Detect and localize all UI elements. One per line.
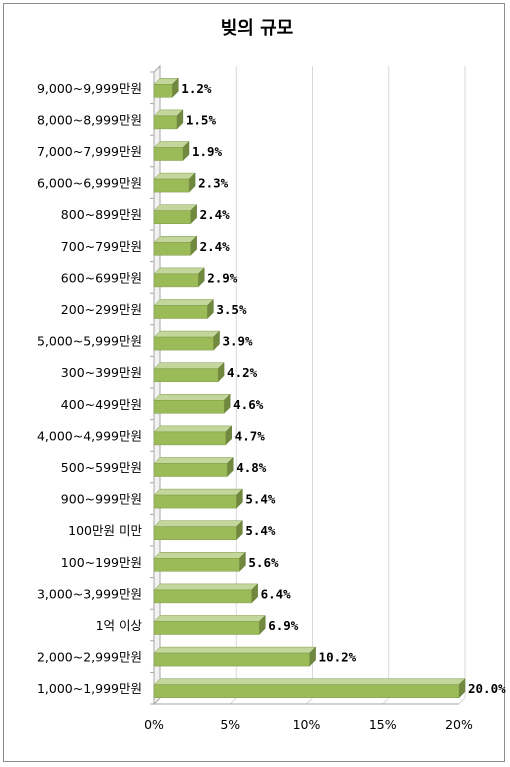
bar <box>153 520 243 541</box>
x-tick-label: 20% <box>445 717 473 732</box>
category-label: 7,000~7,999만원 <box>37 144 142 159</box>
data-label: 1.5% <box>186 112 217 127</box>
data-label: 2.3% <box>198 176 229 191</box>
category-label: 200~299만원 <box>61 302 142 317</box>
category-label: 1,000~1,999만원 <box>37 681 142 696</box>
left-wall <box>153 64 161 706</box>
gridlines <box>153 66 466 705</box>
data-label: 2.4% <box>200 207 231 222</box>
data-label: 3.9% <box>222 334 253 349</box>
category-label: 5,000~5,999만원 <box>37 334 142 349</box>
data-label: 6.9% <box>268 618 299 633</box>
bar <box>153 393 231 414</box>
data-label: 5.4% <box>245 492 276 507</box>
bar <box>153 77 179 98</box>
category-label: 800~899만원 <box>61 207 142 222</box>
category-label: 4,000~4,999만원 <box>37 428 142 443</box>
data-label: 1.9% <box>192 144 223 159</box>
data-label: 2.4% <box>200 239 231 254</box>
bar <box>153 362 225 383</box>
category-label: 2,000~2,999만원 <box>37 650 142 665</box>
category-label: 400~499만원 <box>61 397 142 412</box>
bars <box>153 77 466 699</box>
category-label: 500~599만원 <box>61 460 142 475</box>
category-label: 100만원 미만 <box>68 523 142 538</box>
data-label: 2.9% <box>207 270 238 285</box>
category-label: 1억 이상 <box>96 618 143 633</box>
bar <box>153 614 266 636</box>
bar <box>153 488 243 509</box>
category-label: 100~199만원 <box>61 555 142 570</box>
data-label: 4.2% <box>227 365 258 380</box>
data-label: 5.6% <box>248 555 279 570</box>
data-label: 4.7% <box>235 428 266 443</box>
data-label: 10.2% <box>319 650 357 665</box>
bar <box>153 109 184 130</box>
data-label: 20.0% <box>468 681 506 696</box>
category-label: 3,000~3,999만원 <box>37 586 142 601</box>
data-label: 3.5% <box>216 302 247 317</box>
bar <box>153 204 198 225</box>
data-label: 5.4% <box>245 523 276 538</box>
data-label: 4.8% <box>236 460 267 475</box>
bar <box>153 267 205 288</box>
bar <box>153 551 247 572</box>
data-label: 6.4% <box>261 586 292 601</box>
data-label: 1.2% <box>181 81 212 96</box>
x-tick-labels: 0% 5% 10% 15% 20% <box>144 717 473 732</box>
floor-line <box>458 697 466 705</box>
x-tick-label: 10% <box>293 717 321 732</box>
bar <box>153 583 259 604</box>
chart-frame: 빚의 규모 9,000~9,999만원 8,000~8,999만원 7,000~7,… <box>3 3 506 762</box>
bar <box>153 330 221 351</box>
category-label: 600~699만원 <box>61 270 142 285</box>
category-label: 6,000~6,999만원 <box>37 176 142 191</box>
bar-chart: 빚의 규모 9,000~9,999만원 8,000~8,999만원 7,000~7,… <box>37 18 506 732</box>
bar <box>153 646 317 667</box>
x-tick-label: 5% <box>220 717 240 732</box>
bar <box>153 298 214 320</box>
floor-line <box>306 697 313 705</box>
category-label: 300~399만원 <box>61 365 142 380</box>
chart-title: 빚의 규모 <box>221 18 294 39</box>
data-labels: 1.2% 1.5% 1.9% 2.3% 2.4% 2.4% 2.9% 3.5% 3.9% 4.2%… <box>181 81 506 696</box>
floor-line <box>382 697 390 705</box>
category-labels: 9,000~9,999만원 8,000~8,999만원 7,000~7,999만원 6… <box>37 81 143 696</box>
bar <box>153 456 234 478</box>
bar <box>153 425 233 446</box>
data-label: 4.6% <box>233 397 264 412</box>
bar <box>153 678 466 699</box>
bar <box>153 235 198 256</box>
floor-line <box>229 697 237 705</box>
category-label: 9,000~9,999만원 <box>37 81 142 96</box>
axes <box>150 64 459 706</box>
bar <box>153 172 196 193</box>
bar <box>153 140 190 162</box>
x-tick-label: 15% <box>369 717 397 732</box>
category-label: 8,000~8,999만원 <box>37 112 142 127</box>
category-label: 900~999만원 <box>61 492 142 507</box>
category-label: 700~799만원 <box>61 239 142 254</box>
x-tick-label: 0% <box>144 717 164 732</box>
